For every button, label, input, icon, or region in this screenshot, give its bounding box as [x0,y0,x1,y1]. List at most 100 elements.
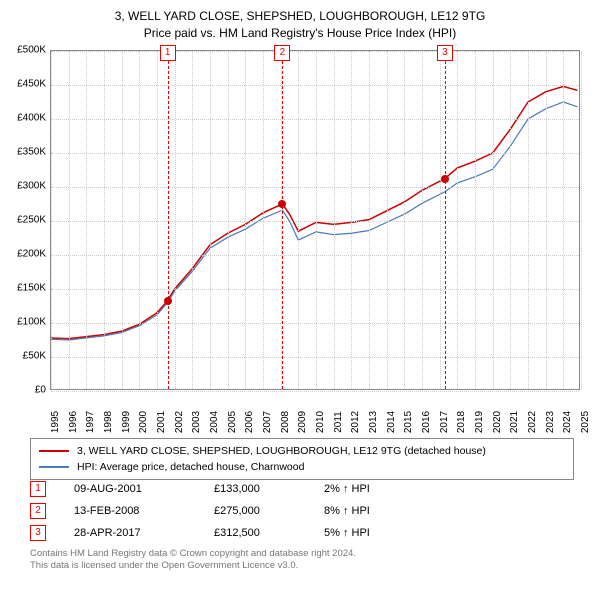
gridline-v [475,51,476,389]
sales-diff: 2% ↑ HPI [324,483,424,495]
y-tick-label: £300K [17,181,46,192]
gridline-v [104,51,105,389]
sales-row: 109-AUG-2001£133,0002% ↑ HPI [30,478,574,500]
gridline-v [563,51,564,389]
gridline-v [263,51,264,389]
legend-label-hpi: HPI: Average price, detached house, Char… [77,461,304,473]
y-tick-label: £50K [23,351,46,362]
title-line-1: 3, WELL YARD CLOSE, SHEPSHED, LOUGHBOROU… [0,8,600,25]
sales-idx-box: 3 [30,525,46,541]
gridline-h [51,85,579,86]
x-tick-label: 2009 [297,411,308,433]
sales-date: 13-FEB-2008 [74,505,214,517]
legend-swatch-hpi [39,466,69,468]
x-tick-label: 1998 [103,411,114,433]
x-tick-label: 2008 [280,411,291,433]
y-tick-label: £400K [17,113,46,124]
gridline-v [528,51,529,389]
gridline-v [192,51,193,389]
y-tick-label: £500K [17,45,46,56]
gridline-v [228,51,229,389]
x-tick-label: 2016 [421,411,432,433]
gridline-v [546,51,547,389]
sales-diff: 8% ↑ HPI [324,505,424,517]
legend-row-property: 3, WELL YARD CLOSE, SHEPSHED, LOUGHBOROU… [39,443,565,459]
x-tick-label: 2003 [191,411,202,433]
y-axis: £0£50K£100K£150K£200K£250K£300K£350K£400… [0,50,48,390]
x-tick-label: 2019 [474,411,485,433]
gridline-h [51,289,579,290]
legend-row-hpi: HPI: Average price, detached house, Char… [39,459,565,475]
x-tick-label: 2021 [509,411,520,433]
gridline-h [51,357,579,358]
y-tick-label: £100K [17,317,46,328]
x-tick-label: 1996 [68,411,79,433]
gridline-h [51,221,579,222]
marker-dot [441,175,449,183]
x-axis: 1995199619971998199920002001200220032004… [50,392,580,432]
marker-box: 3 [437,45,453,61]
gridline-v [422,51,423,389]
x-tick-label: 2018 [456,411,467,433]
sales-price: £275,000 [214,505,324,517]
gridline-v [581,51,582,389]
sales-diff: 5% ↑ HPI [324,527,424,539]
y-tick-label: £350K [17,147,46,158]
gridline-v [457,51,458,389]
gridline-v [404,51,405,389]
sales-price: £312,500 [214,527,324,539]
gridline-v [210,51,211,389]
y-tick-label: £250K [17,215,46,226]
gridline-h [51,187,579,188]
gridline-h [51,323,579,324]
sales-row: 2 13-FEB-2008£275,0008% ↑ HPI [30,500,574,522]
gridline-v [157,51,158,389]
y-tick-label: £150K [17,283,46,294]
sales-price: £133,000 [214,483,324,495]
marker-box: 1 [160,45,176,61]
gridline-v [298,51,299,389]
gridline-v [245,51,246,389]
gridline-v [175,51,176,389]
x-tick-label: 2020 [492,411,503,433]
plot-svg [51,51,579,389]
title-block: 3, WELL YARD CLOSE, SHEPSHED, LOUGHBOROU… [0,0,600,46]
legend-label-property: 3, WELL YARD CLOSE, SHEPSHED, LOUGHBOROU… [77,445,486,457]
gridline-v [334,51,335,389]
x-tick-label: 2023 [545,411,556,433]
x-tick-label: 1999 [121,411,132,433]
footer-line-2: This data is licensed under the Open Gov… [30,560,574,572]
x-tick-label: 2022 [527,411,538,433]
x-tick-label: 2011 [333,411,344,433]
x-tick-label: 1995 [50,411,61,433]
gridline-v [122,51,123,389]
x-tick-label: 2001 [156,411,167,433]
sales-idx-box: 1 [30,481,46,497]
x-tick-label: 2000 [138,411,149,433]
x-tick-label: 2007 [262,411,273,433]
gridline-v [387,51,388,389]
marker-line [168,51,169,389]
gridline-v [86,51,87,389]
x-tick-label: 2013 [368,411,379,433]
x-tick-label: 2010 [315,411,326,433]
x-tick-label: 1997 [85,411,96,433]
sales-date: 28-APR-2017 [74,527,214,539]
gridline-v [51,51,52,389]
gridline-v [440,51,441,389]
x-tick-label: 2015 [403,411,414,433]
y-tick-label: £450K [17,79,46,90]
gridline-v [493,51,494,389]
gridline-v [69,51,70,389]
x-tick-label: 2024 [562,411,573,433]
marker-line [282,51,283,389]
sales-idx-box: 2 [30,503,46,519]
x-tick-label: 2014 [386,411,397,433]
marker-box: 2 [274,45,290,61]
x-tick-label: 2012 [350,411,361,433]
sales-row: 3 28-APR-2017£312,5005% ↑ HPI [30,522,574,544]
gridline-v [139,51,140,389]
gridline-v [369,51,370,389]
series-line-property [51,86,577,338]
marker-dot [278,200,286,208]
